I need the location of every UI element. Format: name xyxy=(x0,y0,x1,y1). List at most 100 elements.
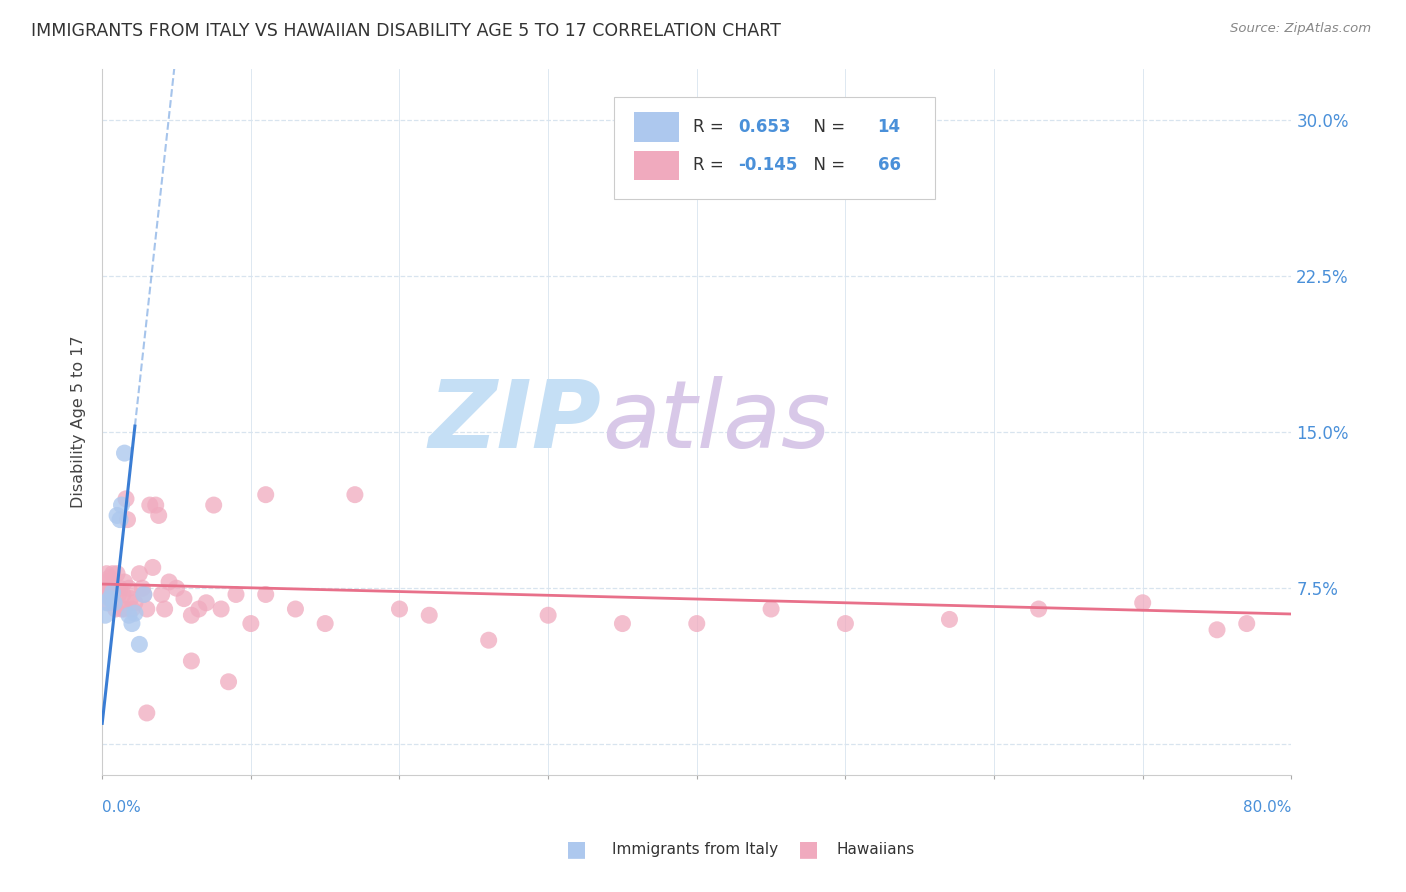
Point xyxy=(173,591,195,606)
Point xyxy=(225,587,247,601)
Text: R =: R = xyxy=(693,118,730,136)
Point xyxy=(110,498,132,512)
Point xyxy=(96,566,118,581)
Text: ■: ■ xyxy=(567,839,586,859)
Point xyxy=(153,602,176,616)
Point xyxy=(94,608,117,623)
FancyBboxPatch shape xyxy=(613,97,935,199)
Point xyxy=(103,596,125,610)
Point xyxy=(118,581,141,595)
Point xyxy=(110,602,132,616)
Point xyxy=(686,616,709,631)
Point xyxy=(1206,623,1229,637)
Point xyxy=(239,616,262,631)
FancyBboxPatch shape xyxy=(634,112,679,142)
Point xyxy=(118,608,141,623)
Point xyxy=(108,581,131,595)
Y-axis label: Disability Age 5 to 17: Disability Age 5 to 17 xyxy=(72,335,86,508)
Text: 0.0%: 0.0% xyxy=(103,800,141,815)
Text: ZIP: ZIP xyxy=(429,376,602,468)
Text: Immigrants from Italy: Immigrants from Italy xyxy=(612,842,778,856)
Point xyxy=(478,633,501,648)
Point xyxy=(142,560,165,574)
Point xyxy=(343,488,366,502)
Text: IMMIGRANTS FROM ITALY VS HAWAIIAN DISABILITY AGE 5 TO 17 CORRELATION CHART: IMMIGRANTS FROM ITALY VS HAWAIIAN DISABI… xyxy=(31,22,780,40)
Point xyxy=(96,596,118,610)
Point xyxy=(98,591,121,606)
Point xyxy=(148,508,170,523)
Point xyxy=(834,616,856,631)
Point xyxy=(98,581,121,595)
Point xyxy=(284,602,307,616)
Point xyxy=(537,608,560,623)
Point xyxy=(128,566,150,581)
Point xyxy=(96,574,118,589)
Point xyxy=(139,498,162,512)
Point xyxy=(124,596,146,610)
Point xyxy=(218,674,240,689)
Text: 14: 14 xyxy=(877,118,901,136)
Point xyxy=(132,587,155,601)
Point xyxy=(1028,602,1050,616)
FancyBboxPatch shape xyxy=(634,151,679,180)
Point xyxy=(105,508,128,523)
Point xyxy=(157,574,180,589)
Point xyxy=(101,585,124,599)
Text: R =: R = xyxy=(693,156,730,174)
Point xyxy=(103,596,125,610)
Point xyxy=(100,591,122,606)
Point xyxy=(1132,596,1154,610)
Text: N =: N = xyxy=(803,156,851,174)
Point xyxy=(1236,616,1258,631)
Point xyxy=(131,581,153,595)
Text: N =: N = xyxy=(803,118,851,136)
Point xyxy=(124,606,146,620)
Point xyxy=(759,602,782,616)
Point xyxy=(114,574,136,589)
Point xyxy=(117,513,139,527)
Point xyxy=(195,596,218,610)
Text: 66: 66 xyxy=(877,156,900,174)
Point xyxy=(121,602,143,616)
Point xyxy=(187,602,209,616)
Point xyxy=(180,654,202,668)
Point xyxy=(103,581,125,595)
Point xyxy=(254,587,277,601)
Point xyxy=(254,488,277,502)
Point xyxy=(314,616,336,631)
Point xyxy=(111,587,134,601)
Text: atlas: atlas xyxy=(602,376,830,467)
Point xyxy=(418,608,440,623)
Point xyxy=(107,587,129,601)
Point xyxy=(135,602,157,616)
Point xyxy=(145,498,167,512)
Point xyxy=(209,602,232,616)
Point xyxy=(150,587,173,601)
Point xyxy=(166,581,188,595)
Point xyxy=(115,491,138,506)
Point xyxy=(612,616,634,631)
Text: Hawaiians: Hawaiians xyxy=(837,842,915,856)
Point xyxy=(120,591,142,606)
Point xyxy=(93,581,115,595)
Point xyxy=(114,602,136,616)
Point xyxy=(132,587,155,601)
Point xyxy=(101,566,124,581)
Point xyxy=(180,608,202,623)
Text: Source: ZipAtlas.com: Source: ZipAtlas.com xyxy=(1230,22,1371,36)
Point xyxy=(94,587,117,601)
Point xyxy=(97,596,120,610)
Point xyxy=(121,616,143,631)
Point xyxy=(128,637,150,651)
Text: -0.145: -0.145 xyxy=(738,156,797,174)
Point xyxy=(202,498,225,512)
Point xyxy=(938,612,960,626)
Point xyxy=(104,602,127,616)
Point xyxy=(135,706,157,720)
Text: ■: ■ xyxy=(799,839,818,859)
Point xyxy=(114,446,136,460)
Point xyxy=(98,571,121,585)
Point xyxy=(105,566,128,581)
Text: 80.0%: 80.0% xyxy=(1243,800,1291,815)
Point xyxy=(108,513,131,527)
